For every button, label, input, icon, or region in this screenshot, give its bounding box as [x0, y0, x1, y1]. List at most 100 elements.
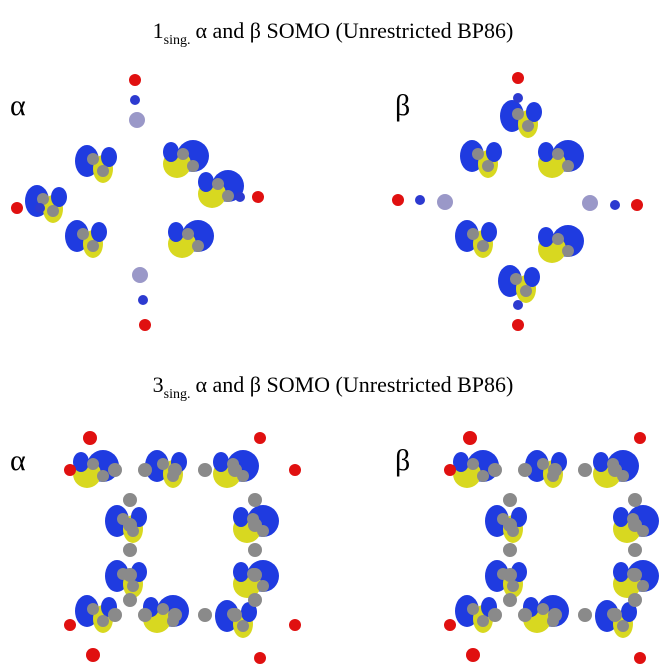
atom	[467, 603, 479, 615]
atom	[64, 464, 76, 476]
title-subscript: sing.	[164, 33, 191, 48]
atom	[608, 608, 622, 622]
orbital-lobe	[526, 102, 542, 122]
section-title: 3sing.α and β SOMO (Unrestricted BP86)	[153, 372, 514, 402]
atom	[628, 493, 642, 507]
atom	[123, 543, 137, 557]
atom	[503, 568, 517, 582]
atom	[254, 652, 266, 664]
atom	[182, 228, 194, 240]
atom	[520, 285, 532, 297]
title-subscript: sing.	[164, 387, 191, 402]
atom	[503, 593, 517, 607]
atom	[168, 608, 182, 622]
atom	[488, 608, 502, 622]
atom	[518, 463, 532, 477]
atom	[467, 228, 479, 240]
atom	[129, 74, 141, 86]
atom	[510, 273, 522, 285]
atom	[248, 593, 262, 607]
atom	[610, 200, 620, 210]
atom	[212, 178, 224, 190]
atom	[97, 615, 109, 627]
atom	[582, 195, 598, 211]
atom	[130, 95, 140, 105]
atom	[252, 191, 264, 203]
atom	[628, 518, 642, 532]
atom	[123, 493, 137, 507]
atom	[123, 518, 137, 532]
atom	[537, 458, 549, 470]
atom	[248, 568, 262, 582]
atom	[248, 493, 262, 507]
atom	[11, 202, 23, 214]
molecule-drawings	[11, 72, 665, 664]
atom	[503, 543, 517, 557]
atom	[77, 228, 89, 240]
atom	[108, 463, 122, 477]
atom	[139, 319, 151, 331]
orbital-lobe	[486, 142, 502, 162]
atom	[562, 160, 574, 172]
atom	[477, 470, 489, 482]
atom	[513, 300, 523, 310]
orbital-lobe	[163, 142, 179, 162]
atom	[463, 431, 477, 445]
atom	[444, 464, 456, 476]
atom	[83, 431, 97, 445]
atom	[86, 648, 100, 662]
atom	[628, 543, 642, 557]
orbital-lobe	[168, 222, 184, 242]
atom	[289, 464, 301, 476]
atom	[472, 148, 484, 160]
title-text: α and β SOMO (Unrestricted BP86)	[195, 18, 513, 43]
atom	[123, 593, 137, 607]
panel-label: β	[395, 444, 410, 477]
atom	[537, 603, 549, 615]
atom	[437, 194, 453, 210]
atom	[634, 432, 646, 444]
atom	[466, 648, 480, 662]
atom	[548, 463, 562, 477]
atom	[503, 518, 517, 532]
atom	[578, 608, 592, 622]
figure: 1sing.α and β SOMO (Unrestricted BP86) α…	[0, 0, 665, 666]
atom	[444, 619, 456, 631]
atom	[628, 593, 642, 607]
atom	[157, 458, 169, 470]
orbital-lobe	[213, 452, 229, 472]
atom	[129, 112, 145, 128]
atom	[237, 620, 249, 632]
atom	[578, 463, 592, 477]
atom	[477, 615, 489, 627]
orbital-lobe	[198, 172, 214, 192]
atom	[123, 568, 137, 582]
atom	[608, 463, 622, 477]
atom	[108, 608, 122, 622]
atom	[637, 580, 649, 592]
atom	[97, 470, 109, 482]
atom	[138, 608, 152, 622]
atom	[513, 93, 523, 103]
panel-label: α	[10, 444, 26, 477]
orbital-lobe	[91, 222, 107, 242]
title-number: 1	[153, 18, 164, 43]
atom	[177, 148, 189, 160]
atom	[512, 72, 524, 84]
orbital-lobe	[101, 147, 117, 167]
orbital-lobe	[524, 267, 540, 287]
atom	[552, 233, 564, 245]
section-title: 1sing. α and β SOMO (Unrestricted BP86)	[153, 18, 514, 48]
atom	[289, 619, 301, 631]
atom	[512, 108, 524, 120]
atom	[518, 608, 532, 622]
atom	[168, 463, 182, 477]
orbital-lobe	[51, 187, 67, 207]
atom	[415, 195, 425, 205]
atom	[228, 608, 242, 622]
atom	[631, 199, 643, 211]
atom	[235, 192, 245, 202]
atom	[467, 458, 479, 470]
atom	[97, 165, 109, 177]
atom	[503, 493, 517, 507]
